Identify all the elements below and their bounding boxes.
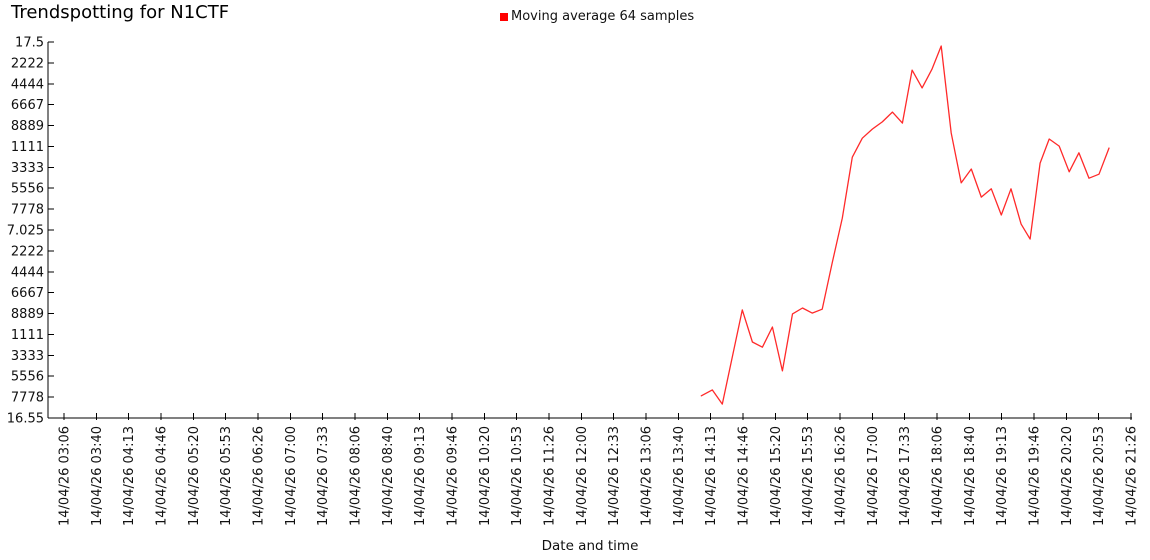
y-tick-label: 4444 bbox=[11, 77, 44, 92]
x-tick-label: 14/04/26 08:40 bbox=[381, 426, 396, 526]
series-line-moving-average bbox=[700, 45, 1110, 405]
x-tick-label: 14/04/26 20:20 bbox=[1060, 426, 1075, 526]
x-tick-label: 14/04/26 15:53 bbox=[801, 426, 816, 526]
x-tick-label: 14/04/26 12:33 bbox=[607, 426, 622, 526]
y-tick-label: 6667 bbox=[11, 98, 44, 113]
y-tick-label: 8889 bbox=[11, 307, 44, 322]
x-tick-label: 14/04/26 09:13 bbox=[413, 426, 428, 526]
x-tick-label: 14/04/26 11:26 bbox=[542, 426, 557, 526]
x-axis-title: Date and time bbox=[541, 538, 639, 554]
x-tick-label: 14/04/26 03:40 bbox=[90, 426, 105, 526]
legend: Moving average 64 samples bbox=[500, 9, 694, 24]
x-tick-label: 14/04/26 15:20 bbox=[769, 426, 784, 526]
legend-swatch-icon bbox=[500, 12, 508, 21]
y-tick-label: 7.025 bbox=[7, 224, 44, 239]
x-tick-label: 14/04/26 17:00 bbox=[866, 426, 881, 526]
y-tick-label: 7778 bbox=[11, 203, 44, 218]
x-tick-label: 14/04/26 18:40 bbox=[963, 426, 978, 526]
chart-title: Trendspotting for N1CTF bbox=[11, 2, 230, 23]
y-tick-label: 8889 bbox=[11, 119, 44, 134]
x-tick-label: 14/04/26 03:06 bbox=[58, 426, 73, 526]
y-tick-label: 5556 bbox=[11, 182, 44, 197]
y-tick-label: 2222 bbox=[11, 56, 44, 71]
x-tick-label: 14/04/26 20:53 bbox=[1092, 426, 1107, 526]
y-tick-label: 4444 bbox=[11, 265, 44, 280]
x-tick-label: 14/04/26 12:00 bbox=[575, 426, 590, 526]
x-tick-label: 14/04/26 05:53 bbox=[219, 426, 234, 526]
x-tick-label: 14/04/26 10:20 bbox=[478, 426, 493, 526]
x-tick-label: 14/04/26 13:40 bbox=[672, 426, 687, 526]
y-tick-label: 1111 bbox=[11, 140, 44, 155]
x-tick-label: 14/04/26 09:46 bbox=[445, 426, 460, 526]
y-tick-label: 3333 bbox=[11, 161, 44, 176]
y-tick-label: 7778 bbox=[11, 391, 44, 406]
y-tick-label: 3333 bbox=[11, 349, 44, 364]
x-tick-label: 14/04/26 05:20 bbox=[187, 426, 202, 526]
x-tick-label: 14/04/26 08:06 bbox=[348, 426, 363, 526]
x-tick-label: 14/04/26 14:13 bbox=[704, 426, 719, 526]
y-tick-label: 6667 bbox=[11, 286, 44, 301]
x-tick-label: 14/04/26 06:26 bbox=[251, 426, 266, 526]
y-tick-label: 2222 bbox=[11, 244, 44, 259]
x-tick-label: 14/04/26 21:26 bbox=[1124, 426, 1139, 526]
x-tick-label: 14/04/26 04:46 bbox=[154, 426, 169, 526]
x-tick-label: 14/04/26 14:46 bbox=[736, 426, 751, 526]
x-tick-label: 14/04/26 07:33 bbox=[316, 426, 331, 526]
y-tick-label: 16.55 bbox=[7, 412, 44, 427]
x-tick-label: 14/04/26 19:46 bbox=[1027, 426, 1042, 526]
legend-label: Moving average 64 samples bbox=[511, 9, 695, 24]
x-tick-label: 14/04/26 19:13 bbox=[995, 426, 1010, 526]
x-tick-label: 14/04/26 17:33 bbox=[898, 426, 913, 526]
x-tick-label: 14/04/26 04:13 bbox=[122, 426, 137, 526]
x-tick-label: 14/04/26 18:06 bbox=[930, 426, 945, 526]
y-tick-label: 1111 bbox=[11, 328, 44, 343]
y-tick-label: 17.5 bbox=[15, 36, 44, 51]
y-tick-label: 5556 bbox=[11, 370, 44, 385]
x-tick-label: 14/04/26 07:00 bbox=[284, 426, 299, 526]
x-tick-label: 14/04/26 13:06 bbox=[639, 426, 654, 526]
x-tick-label: 14/04/26 16:26 bbox=[833, 426, 848, 526]
x-tick-label: 14/04/26 10:53 bbox=[510, 426, 525, 526]
